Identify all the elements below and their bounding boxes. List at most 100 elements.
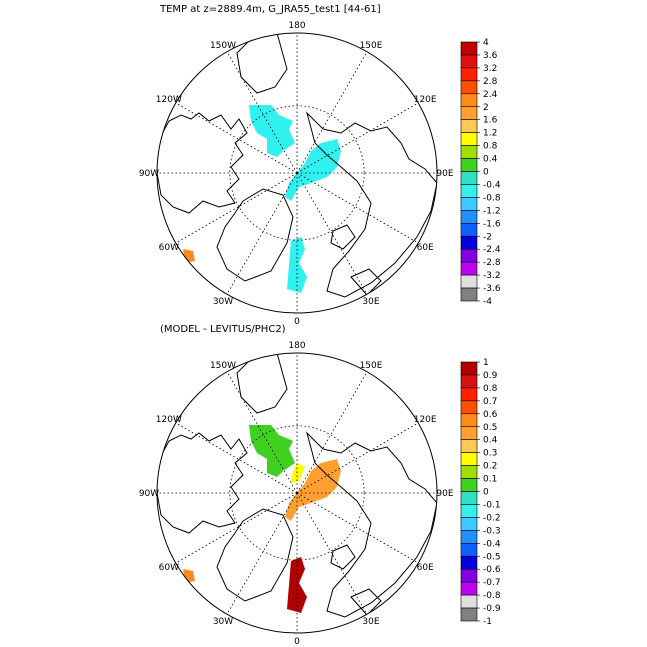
colorbar-box [460, 478, 478, 492]
lon-label: 0 [294, 637, 300, 647]
meridian-7 [296, 422, 419, 494]
colorbar-box [460, 426, 478, 440]
field-makarov-strip [291, 463, 305, 483]
colorbar-box [460, 491, 478, 505]
colorbar-label: -3.6 [483, 284, 501, 294]
colorbar-box [460, 504, 478, 518]
colorbar-label: -3.2 [483, 271, 501, 281]
lon-label: 60W [159, 563, 179, 573]
lon-label: 30E [362, 617, 379, 627]
lon-label: 30W [213, 297, 233, 307]
lon-label: 120E [414, 415, 437, 425]
colorbar-box [460, 171, 478, 185]
meridian-1 [175, 492, 298, 564]
colorbar-label: 3.2 [483, 64, 497, 74]
meridian-2 [226, 172, 298, 295]
colorbar-label: 0.5 [483, 423, 497, 433]
colorbar-label: -1 [483, 617, 492, 627]
colorbar-label: 0.2 [483, 462, 497, 472]
colorbar-label: 3.6 [483, 51, 498, 61]
meridian-5 [296, 172, 419, 244]
coastline-2 [306, 111, 437, 298]
colorbar-box [460, 248, 478, 263]
colorbar-box [460, 197, 478, 211]
meridian-5 [296, 492, 419, 564]
colorbar-label: 1.2 [483, 129, 497, 139]
colorbar-box [460, 80, 478, 95]
lon-label: 150E [360, 361, 383, 371]
colorbar-box [460, 235, 478, 250]
colorbar-label: -2.8 [483, 258, 501, 268]
colorbar-label: -4 [483, 297, 492, 307]
meridian-4 [296, 492, 368, 615]
colorbar-label: -0.4 [483, 539, 501, 549]
colorbar: 4 3.6 3.2 2.8 2.4 2 1.6 1.2 0.8 0.4 0 -0.4 -0.8 -1.2 -… [460, 38, 501, 307]
meridian-8 [296, 371, 368, 494]
coastline-5 [350, 268, 382, 296]
colorbar-box [460, 119, 478, 133]
map-panel-anomaly: 180 150E 120E 90E 60E 30E 0 30W 60W 90W 120W 150W 1 0… [139, 341, 501, 647]
lon-label: 150W [210, 361, 236, 371]
colorbar-label: -0.3 [483, 526, 501, 536]
meridian-4 [296, 172, 368, 295]
colorbar: 1 0.9 0.8 0.7 0.6 0.5 0.4 0.3 0.2 0.1 0 -0.1 -0.2 -0.… [460, 358, 501, 627]
colorbar-label: 0.7 [483, 397, 497, 407]
colorbar-box [460, 413, 478, 428]
lon-label: 0 [294, 317, 300, 327]
colorbar-label: 1 [483, 358, 489, 368]
map-panel-temp: 180 150E 120E 90E 60E 30E 0 30W 60W 90W 120W 150W 4 3… [139, 21, 501, 327]
colorbar-label: 0.9 [483, 371, 498, 381]
lon-label: 150W [210, 41, 236, 51]
colorbar-box [460, 145, 478, 159]
lon-label: 60E [417, 243, 434, 253]
meridian-8 [296, 51, 368, 174]
colorbar-box [460, 132, 478, 146]
coastline-4 [236, 353, 288, 414]
latitude-circle [229, 105, 365, 241]
colorbar-box [460, 452, 478, 466]
colorbar-label: -2 [483, 232, 492, 242]
colorbar-box [460, 106, 478, 120]
field-eurasian-basin [285, 459, 341, 521]
colorbar-box [460, 607, 478, 622]
colorbar-label: -1.6 [483, 219, 501, 229]
colorbar-label: -0.8 [483, 591, 501, 601]
top-panel-title: TEMP at z=2889.4m, G_JRA55_test1 [44-61] [160, 4, 381, 15]
colorbar-box [460, 374, 478, 389]
colorbar-box [460, 465, 478, 479]
lon-label: 180 [288, 341, 305, 351]
map-border [156, 352, 438, 634]
colorbar-label: 0.4 [483, 155, 498, 165]
colorbar-box [460, 517, 478, 531]
colorbar-box [460, 67, 478, 82]
coastline-3 [330, 224, 356, 250]
colorbar-box [460, 184, 478, 198]
meridian-10 [226, 371, 298, 494]
colorbar-label: 4 [483, 38, 489, 48]
coastline-2 [306, 431, 437, 618]
lon-label: 30E [362, 297, 379, 307]
meridian-7 [296, 102, 419, 174]
colorbar-label: -0.5 [483, 552, 501, 562]
colorbar-label: -0.6 [483, 565, 501, 575]
colorbar-box [460, 158, 478, 172]
colorbar-box [460, 568, 478, 583]
lon-label: 120W [156, 95, 182, 105]
colorbar-box [460, 261, 478, 276]
lon-label: 90W [139, 489, 159, 499]
lon-label: 30W [213, 617, 233, 627]
colorbar-label: 0.8 [483, 384, 498, 394]
colorbar-label: -0.8 [483, 193, 501, 203]
colorbar-box [460, 54, 478, 69]
coastline-3 [330, 544, 356, 570]
colorbar-box [460, 223, 478, 237]
lon-label: 120W [156, 415, 182, 425]
colorbar-label: 0.1 [483, 475, 497, 485]
map-interior [157, 353, 437, 633]
meridian-2 [226, 492, 298, 615]
coastline-4 [236, 33, 288, 94]
colorbar-box [460, 287, 478, 302]
bottom-panel-title: (MODEL - LEVITUS/PHC2) [160, 324, 286, 335]
meridian-1 [175, 172, 298, 244]
